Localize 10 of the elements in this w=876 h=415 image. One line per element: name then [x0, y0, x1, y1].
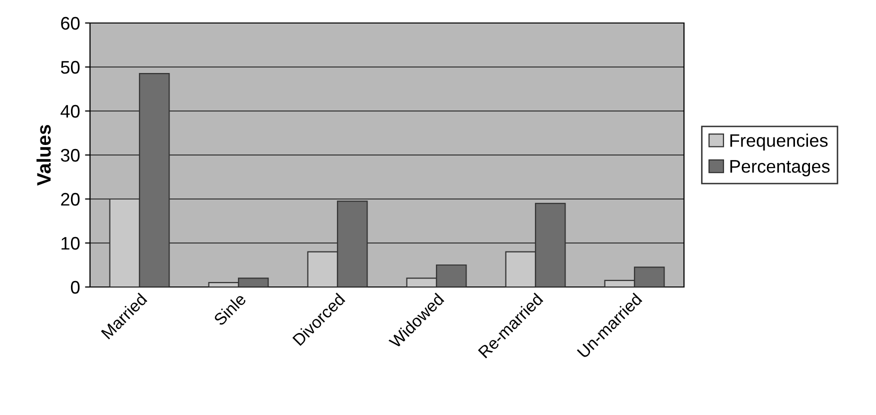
y-tick-label: 40 — [60, 104, 80, 118]
legend-label: Percentages — [730, 160, 830, 176]
y-tick-label: 50 — [60, 60, 80, 74]
y-axis-title: Values — [36, 124, 51, 186]
y-tick-label: 60 — [61, 16, 80, 30]
legend-label: Frequencies — [730, 134, 828, 150]
y-tick-label: 30 — [60, 148, 80, 162]
y-tick-label: 20 — [61, 192, 80, 206]
y-tick-label: 0 — [70, 280, 80, 294]
y-tick-label: 10 — [62, 236, 80, 250]
